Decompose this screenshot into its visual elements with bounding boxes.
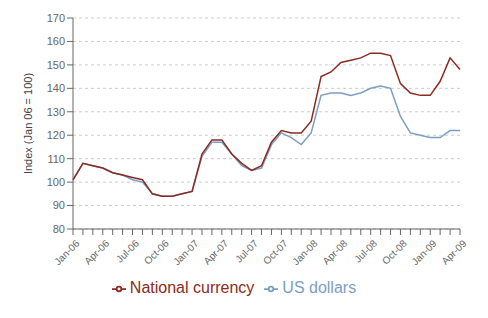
svg-text:Apr-09: Apr-09: [439, 237, 468, 266]
svg-text:Jul-08: Jul-08: [352, 237, 379, 264]
svg-text:160: 160: [47, 35, 65, 47]
svg-text:Jan-06: Jan-06: [52, 237, 82, 267]
svg-text:Jan-08: Jan-08: [290, 237, 320, 267]
svg-text:130: 130: [47, 106, 65, 118]
svg-text:Jul-07: Jul-07: [233, 237, 260, 264]
svg-text:Jul-06: Jul-06: [114, 237, 141, 264]
svg-text:110: 110: [47, 153, 65, 165]
svg-text:Oct-08: Oct-08: [380, 237, 409, 266]
svg-text:100: 100: [47, 176, 65, 188]
svg-text:Oct-06: Oct-06: [142, 237, 171, 266]
svg-text:140: 140: [47, 82, 65, 94]
svg-text:Apr-06: Apr-06: [82, 237, 111, 266]
html-text:US dollars: US dollars: [282, 279, 357, 296]
svg-text:Index (Jan 06 = 100): Index (Jan 06 = 100): [22, 73, 34, 174]
svg-text:Apr-07: Apr-07: [201, 237, 230, 266]
svg-text:80: 80: [53, 223, 65, 235]
svg-text:170: 170: [47, 12, 65, 24]
svg-text:Jan-07: Jan-07: [171, 237, 201, 267]
svg-text:150: 150: [47, 59, 65, 71]
svg-text:90: 90: [53, 199, 65, 211]
html-text:National currency: National currency: [129, 279, 255, 296]
svg-text:Jan-09: Jan-09: [409, 237, 439, 267]
svg-text:120: 120: [47, 129, 65, 141]
svg-text:Oct-07: Oct-07: [261, 237, 290, 266]
svg-text:Apr-08: Apr-08: [320, 237, 349, 266]
